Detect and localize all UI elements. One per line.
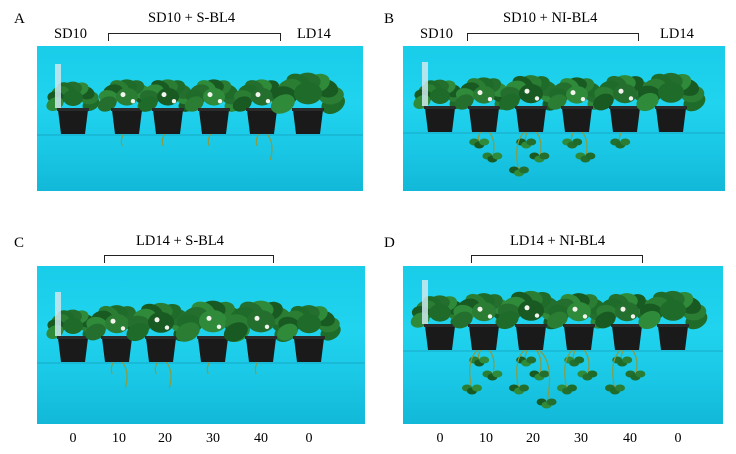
panel-d-letter: D	[384, 235, 395, 251]
panel-c-photo	[37, 266, 365, 424]
panel-b-left-label: SD10	[420, 26, 454, 42]
panel-b-letter: B	[384, 11, 395, 27]
tick-left-1: 10	[112, 431, 126, 446]
label-stick	[422, 62, 428, 106]
panel-a-letter: A	[14, 11, 25, 27]
panel-b-treatment-label: SD10 + NI-BL4	[503, 10, 598, 26]
panel-a-left-label: SD10	[54, 26, 88, 42]
tick-right-3: 30	[574, 431, 588, 446]
panel-c-letter: C	[14, 235, 25, 251]
panel-c-treatment-label: LD14 + S-BL4	[136, 233, 224, 249]
plant	[184, 79, 244, 147]
tick-left-0: 0	[69, 431, 77, 446]
plant	[499, 75, 563, 177]
panel-c-plants	[37, 292, 365, 389]
panel-d-bracket	[471, 255, 643, 263]
plant	[46, 81, 100, 134]
plant	[277, 305, 341, 362]
tick-right-4: 40	[623, 431, 637, 446]
plant	[638, 290, 708, 350]
tick-right-5: 0	[674, 431, 682, 446]
panel-d-plants	[403, 280, 723, 409]
panel-d-photo	[403, 266, 723, 424]
panel-a-plants	[37, 64, 363, 161]
panel-d-treatment-label: LD14 + NI-BL4	[510, 233, 606, 249]
plant	[454, 77, 514, 163]
label-stick	[422, 280, 428, 324]
tick-left-5: 0	[305, 431, 313, 446]
panel-c-bracket	[104, 255, 274, 263]
panel-a-treatment-label: SD10 + S-BL4	[148, 10, 236, 26]
panel-a-bracket	[108, 33, 281, 41]
panel-a-right-label: LD14	[297, 26, 331, 42]
panel-b-plants	[403, 62, 725, 177]
panel-b-bracket	[467, 33, 639, 41]
tick-right-1: 10	[479, 431, 493, 446]
tick-right-2: 20	[526, 431, 540, 446]
panel-b-photo	[403, 46, 725, 191]
tick-right-0: 0	[436, 431, 444, 446]
panel-b-right-label: LD14	[660, 26, 694, 42]
label-stick	[55, 292, 61, 336]
plant	[270, 72, 345, 134]
tick-left-2: 20	[158, 431, 172, 446]
tick-left-4: 40	[254, 431, 268, 446]
plant	[636, 72, 706, 132]
tick-left-3: 30	[206, 431, 220, 446]
panel-a-photo	[37, 46, 363, 191]
label-stick	[55, 64, 61, 108]
